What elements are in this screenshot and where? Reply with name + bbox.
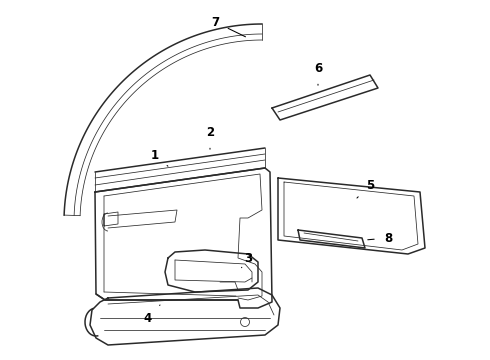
Text: 3: 3 — [242, 252, 252, 268]
Text: 2: 2 — [206, 126, 214, 149]
Text: 1: 1 — [151, 149, 168, 166]
Text: 8: 8 — [368, 231, 392, 244]
Text: 5: 5 — [357, 179, 374, 198]
Text: 7: 7 — [211, 15, 245, 37]
Text: 4: 4 — [144, 305, 160, 324]
Text: 6: 6 — [314, 62, 322, 85]
